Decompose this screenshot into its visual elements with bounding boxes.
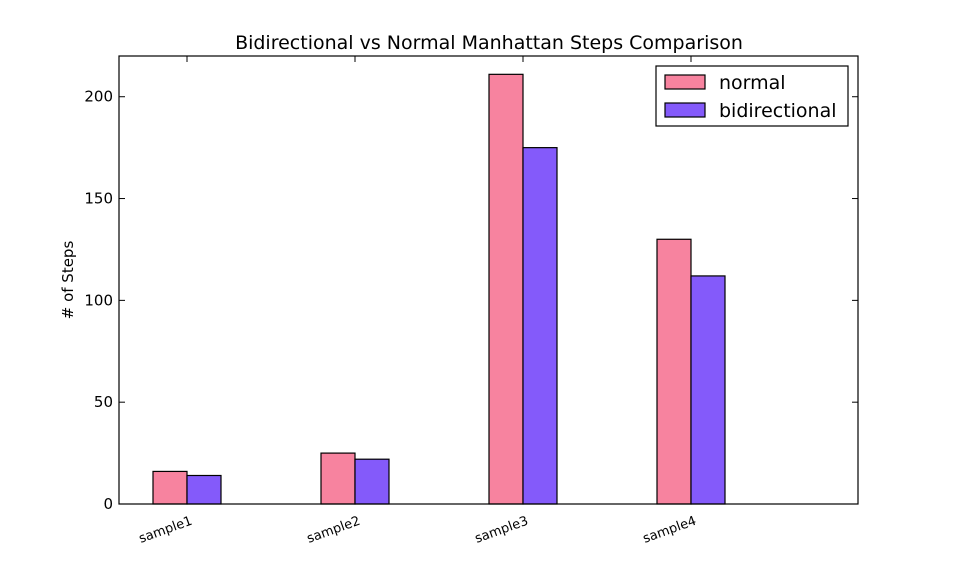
- plot-frame: [118, 55, 859, 505]
- x-tick-label-sample4: sample4: [641, 514, 698, 547]
- legend-label-bidirectional: bidirectional: [719, 100, 837, 122]
- x-tick-label-sample2: sample2: [305, 514, 362, 547]
- bar-bidirectional-sample2: [354, 458, 390, 505]
- bar-bidirectional-sample3: [522, 147, 558, 505]
- legend-swatch-normal: [664, 74, 706, 90]
- chart-title: Bidirectional vs Normal Manhattan Steps …: [235, 32, 743, 54]
- bar-normal-sample1: [152, 470, 188, 505]
- bar-bidirectional-sample1: [186, 474, 222, 505]
- x-tick-label-sample1: sample1: [137, 514, 194, 547]
- axes-layer: 0 50 100 150 200 sample1 sample2 sample3 sample4: [84, 55, 859, 547]
- bar-normal-sample3: [488, 73, 524, 505]
- y-axis-label: # of Steps: [59, 241, 77, 320]
- legend-label-normal: normal: [719, 72, 786, 94]
- y-tick-label: 200: [84, 88, 113, 106]
- legend: normal bidirectional: [655, 65, 849, 127]
- bar-bidirectional-sample4: [690, 275, 726, 505]
- y-tick-label: 150: [84, 190, 113, 208]
- bars-layer: [152, 73, 726, 505]
- y-tick-label: 0: [103, 495, 113, 513]
- bar-normal-sample4: [656, 238, 692, 505]
- bar-normal-sample2: [320, 452, 356, 505]
- x-tick-label-sample3: sample3: [473, 514, 530, 547]
- y-tick-label: 50: [94, 393, 113, 411]
- legend-swatch-bidirectional: [664, 102, 706, 118]
- y-tick-label: 100: [84, 291, 113, 309]
